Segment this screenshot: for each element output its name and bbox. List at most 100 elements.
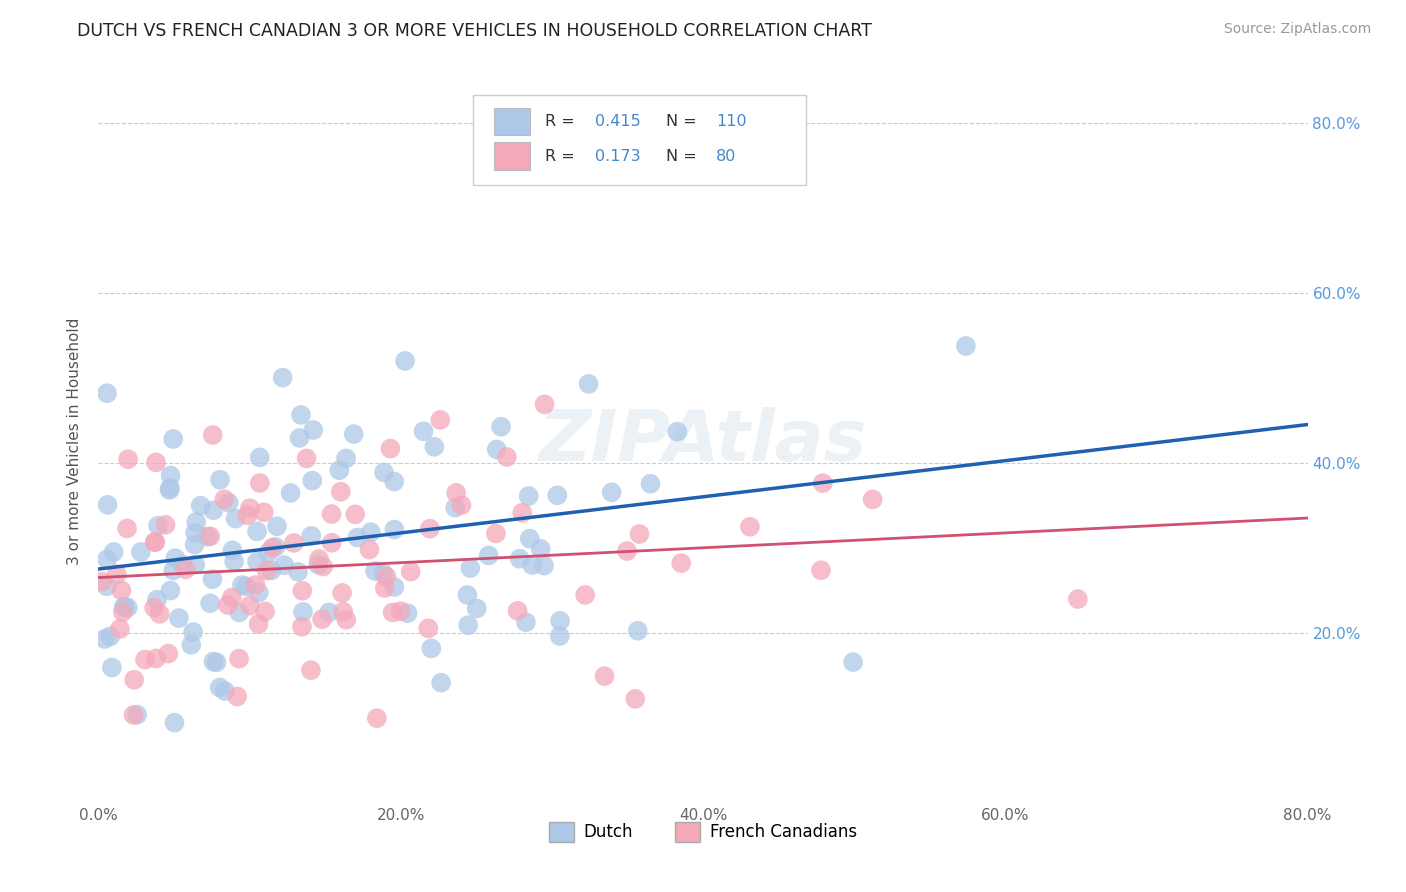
Dutch (271, 370, 294, 384)
Dutch (382, 523, 405, 537)
French Canadians (295, 451, 318, 466)
Dutch (346, 531, 368, 545)
French Canadians (495, 450, 517, 464)
French Canadians (110, 583, 132, 598)
Dutch (266, 519, 288, 533)
Text: DUTCH VS FRENCH CANADIAN 3 OR MORE VEHICLES IN HOUSEHOLD CORRELATION CHART: DUTCH VS FRENCH CANADIAN 3 OR MORE VEHIC… (77, 22, 872, 40)
Dutch (290, 408, 312, 422)
French Canadians (145, 651, 167, 665)
French Canadians (329, 484, 352, 499)
French Canadians (201, 428, 224, 442)
Dutch (485, 442, 508, 457)
Dutch (159, 481, 181, 495)
Text: Source: ZipAtlas.com: Source: ZipAtlas.com (1223, 22, 1371, 37)
French Canadians (256, 564, 278, 578)
Dutch (159, 583, 181, 598)
Dutch (627, 624, 650, 638)
French Canadians (450, 498, 472, 512)
French Canadians (1067, 592, 1090, 607)
Dutch (198, 596, 221, 610)
Dutch (114, 600, 136, 615)
Dutch (382, 475, 405, 489)
Text: N =: N = (665, 149, 702, 163)
French Canadians (381, 606, 404, 620)
Dutch (301, 474, 323, 488)
Dutch (249, 450, 271, 465)
Dutch (163, 715, 186, 730)
French Canadians (862, 492, 884, 507)
Dutch (515, 615, 537, 630)
French Canadians (134, 652, 156, 666)
Dutch (287, 565, 309, 579)
French Canadians (254, 605, 277, 619)
Legend: Dutch, French Canadians: Dutch, French Canadians (543, 815, 863, 848)
Dutch (420, 641, 443, 656)
French Canadians (738, 520, 761, 534)
French Canadians (221, 591, 243, 605)
Text: R =: R = (544, 149, 579, 163)
French Canadians (226, 690, 249, 704)
Dutch (280, 486, 302, 500)
Text: N =: N = (665, 114, 702, 129)
Text: R =: R = (544, 114, 579, 129)
Dutch (214, 684, 236, 698)
French Canadians (628, 527, 651, 541)
French Canadians (810, 563, 832, 577)
French Canadians (671, 556, 693, 570)
FancyBboxPatch shape (474, 95, 806, 185)
French Canadians (143, 600, 166, 615)
Dutch (288, 431, 311, 445)
Text: 80: 80 (716, 149, 737, 163)
Dutch (273, 558, 295, 573)
Text: 0.173: 0.173 (595, 149, 641, 163)
Dutch (184, 525, 207, 540)
French Canadians (533, 397, 555, 411)
French Canadians (108, 622, 131, 636)
French Canadians (228, 651, 250, 665)
French Canadians (283, 536, 305, 550)
French Canadians (308, 552, 330, 566)
Dutch (103, 545, 125, 559)
French Canadians (145, 455, 167, 469)
Dutch (235, 579, 257, 593)
Dutch (842, 655, 865, 669)
Dutch (382, 580, 405, 594)
French Canadians (321, 507, 343, 521)
French Canadians (249, 475, 271, 490)
Dutch (190, 499, 212, 513)
Dutch (412, 425, 434, 439)
French Canadians (359, 542, 381, 557)
Dutch (184, 558, 207, 572)
French Canadians (291, 620, 314, 634)
French Canadians (299, 663, 322, 677)
Dutch (93, 632, 115, 646)
French Canadians (245, 578, 267, 592)
Dutch (578, 376, 600, 391)
French Canadians (143, 535, 166, 549)
Dutch (394, 354, 416, 368)
Text: 0.415: 0.415 (595, 114, 641, 129)
Dutch (457, 618, 479, 632)
French Canadians (174, 562, 197, 576)
French Canadians (143, 535, 166, 549)
Dutch (208, 681, 231, 695)
Dutch (117, 600, 139, 615)
Dutch (180, 638, 202, 652)
Dutch (146, 592, 169, 607)
Dutch (335, 451, 357, 466)
Dutch (292, 605, 315, 619)
French Canadians (321, 535, 343, 549)
French Canadians (117, 452, 139, 467)
French Canadians (335, 613, 357, 627)
Dutch (343, 427, 366, 442)
French Canadians (312, 559, 335, 574)
Dutch (181, 625, 204, 640)
Dutch (96, 386, 118, 401)
French Canadians (253, 505, 276, 519)
French Canadians (311, 612, 333, 626)
Dutch (548, 614, 571, 628)
Dutch (129, 545, 152, 559)
Dutch (955, 339, 977, 353)
French Canadians (399, 565, 422, 579)
French Canadians (122, 673, 145, 687)
